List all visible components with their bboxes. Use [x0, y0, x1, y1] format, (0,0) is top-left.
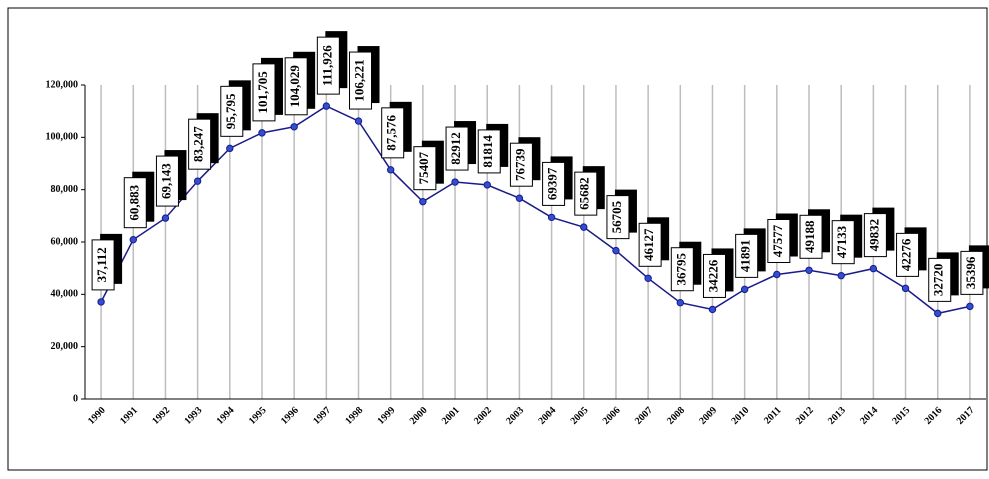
data-point — [258, 129, 266, 137]
data-label: 36795 — [673, 252, 688, 285]
data-label: 101,705 — [255, 71, 270, 114]
data-point — [419, 197, 427, 206]
data-label: 87,576 — [384, 114, 399, 150]
label-box — [863, 213, 887, 258]
data-point — [934, 309, 942, 318]
data-label: 47133 — [834, 225, 849, 258]
data-point — [451, 178, 459, 186]
label-box — [670, 247, 694, 292]
label-box — [123, 177, 147, 229]
data-point — [837, 271, 845, 280]
data-point — [193, 177, 202, 185]
data-line — [100, 105, 971, 315]
data-point — [644, 274, 652, 283]
data-label: 42276 — [899, 238, 914, 271]
data-label: 47577 — [770, 224, 785, 257]
data-point — [515, 194, 524, 202]
y-tick-label: 20,000 — [51, 341, 79, 352]
data-label: 65682 — [577, 177, 592, 210]
data-label: 95,795 — [223, 93, 238, 129]
label-box — [188, 118, 212, 170]
label-box — [316, 36, 340, 95]
data-point — [676, 299, 685, 307]
data-point — [129, 235, 137, 244]
data-label: 76739 — [512, 148, 527, 181]
data-point — [773, 270, 781, 279]
data-point — [869, 264, 878, 273]
label-box — [445, 126, 469, 171]
data-point — [322, 102, 331, 110]
data-label: 81814 — [480, 135, 495, 168]
data-label: 49832 — [866, 219, 881, 252]
data-label: 82912 — [448, 132, 463, 165]
data-point — [547, 213, 556, 222]
y-tick-label: 120,000 — [46, 79, 79, 90]
data-point — [966, 302, 974, 311]
label-box — [574, 171, 598, 216]
data-label: 35396 — [963, 256, 978, 289]
data-point — [805, 266, 813, 274]
data-point — [612, 246, 620, 255]
data-point — [97, 298, 105, 306]
data-point — [708, 305, 717, 314]
label-box — [896, 232, 920, 277]
label-box — [702, 253, 726, 298]
data-label: 49188 — [802, 220, 817, 253]
y-tick-label: 60,000 — [51, 236, 79, 247]
data-point — [901, 284, 910, 293]
data-label: 41891 — [738, 240, 753, 273]
label-box — [509, 142, 533, 187]
y-tick-label: 0 — [73, 393, 78, 404]
data-label: 60,883 — [126, 184, 141, 220]
label-box — [767, 219, 791, 264]
data-point — [226, 144, 234, 153]
label-box — [220, 85, 244, 137]
data-label: 83,247 — [191, 126, 206, 162]
data-label: 56705 — [609, 200, 624, 233]
label-box — [928, 257, 952, 302]
data-label: 104,029 — [287, 65, 302, 108]
y-tick-label: 80,000 — [51, 184, 79, 195]
data-point — [483, 181, 491, 189]
data-label: 69,143 — [158, 163, 173, 199]
label-box — [349, 51, 373, 110]
y-tick-label: 100,000 — [46, 132, 79, 143]
label-box — [799, 214, 823, 259]
label-box — [252, 63, 276, 122]
label-box — [381, 107, 405, 159]
data-label: 37,112 — [94, 247, 109, 282]
data-point — [580, 223, 588, 231]
data-point — [161, 214, 170, 222]
data-point — [354, 117, 363, 125]
label-box — [477, 129, 501, 174]
label-box — [831, 220, 855, 265]
label-box — [606, 195, 630, 240]
y-tick-label: 40,000 — [51, 289, 79, 300]
data-label: 106,221 — [352, 59, 367, 101]
data-label: 69397 — [545, 167, 560, 200]
data-label: 75407 — [416, 151, 431, 184]
data-label: 46127 — [641, 228, 656, 261]
data-label: 34226 — [705, 259, 720, 292]
label-box — [542, 161, 566, 206]
data-point — [290, 123, 298, 131]
label-box — [638, 222, 662, 267]
label-box — [413, 146, 437, 191]
label-box — [960, 250, 984, 295]
label-box — [91, 239, 115, 291]
data-label: 32720 — [931, 264, 946, 297]
label-box — [284, 57, 308, 116]
data-point — [740, 285, 749, 294]
data-point — [386, 166, 395, 174]
label-box — [735, 233, 759, 278]
data-label: 111,926 — [319, 45, 334, 86]
label-box — [155, 155, 179, 207]
